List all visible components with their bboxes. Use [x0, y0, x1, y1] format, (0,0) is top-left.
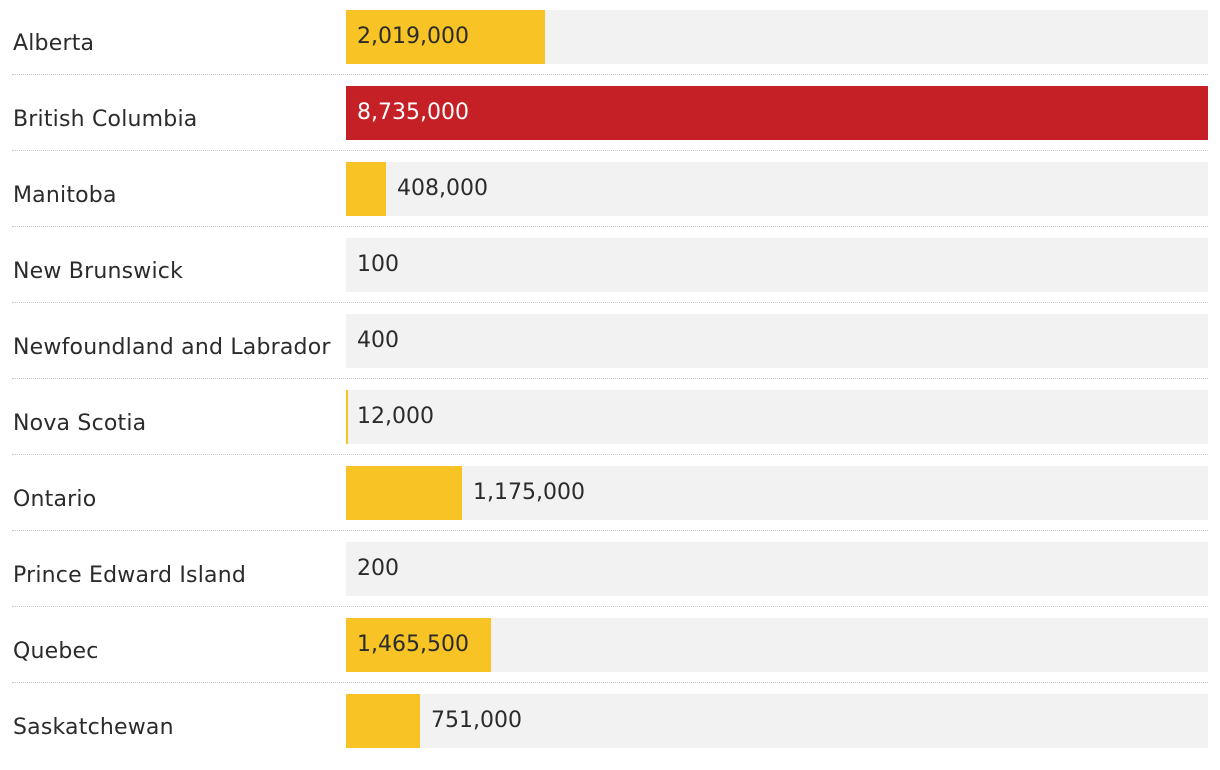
row-divider: [12, 74, 1208, 75]
bar-track: 408,000: [346, 162, 1208, 216]
row-divider: [12, 150, 1208, 151]
value-label: 100: [357, 252, 399, 277]
bar: [346, 618, 491, 672]
bar: [346, 390, 348, 444]
category-label: Newfoundland and Labrador: [13, 335, 331, 360]
bar-row: Prince Edward Island 200: [12, 542, 1208, 618]
bar-row: Nova Scotia 12,000: [12, 390, 1208, 466]
bar-row: Alberta 2,019,000: [12, 10, 1208, 86]
bar-track: 100: [346, 238, 1208, 292]
bar-track: 12,000: [346, 390, 1208, 444]
value-label: 751,000: [431, 708, 522, 733]
bar-track: 1,175,000: [346, 466, 1208, 520]
category-label: Manitoba: [13, 183, 117, 208]
row-divider: [12, 454, 1208, 455]
row-divider: [12, 378, 1208, 379]
bar-row: Newfoundland and Labrador 400: [12, 314, 1208, 390]
bar-row: British Columbia 8,735,000: [12, 86, 1208, 162]
bar-track: 400: [346, 314, 1208, 368]
category-label: Quebec: [13, 639, 99, 664]
category-label: Ontario: [13, 487, 97, 512]
bar: [346, 10, 545, 64]
value-label: 1,175,000: [473, 480, 585, 505]
value-label: 12,000: [357, 404, 434, 429]
bar-row: Saskatchewan 751,000: [12, 694, 1208, 770]
bar-row: Ontario 1,175,000: [12, 466, 1208, 542]
value-label: 400: [357, 328, 399, 353]
category-label: Prince Edward Island: [13, 563, 247, 588]
bar-row: New Brunswick 100: [12, 238, 1208, 314]
row-divider: [12, 302, 1208, 303]
value-label: 200: [357, 556, 399, 581]
value-label: 1,465,500: [357, 632, 469, 657]
row-divider: [12, 606, 1208, 607]
bar: [346, 694, 420, 748]
bar: [346, 86, 1208, 140]
row-divider: [12, 682, 1208, 683]
bar-track: 8,735,000: [346, 86, 1208, 140]
category-label: Nova Scotia: [13, 411, 147, 436]
category-label: Saskatchewan: [13, 715, 174, 740]
bar-track: 1,465,500: [346, 618, 1208, 672]
category-label: New Brunswick: [13, 259, 184, 284]
bar-track: 751,000: [346, 694, 1208, 748]
row-divider: [12, 530, 1208, 531]
category-label: Alberta: [13, 31, 95, 56]
bar: [346, 466, 462, 520]
value-label: 408,000: [397, 176, 488, 201]
bar-row: Manitoba 408,000: [12, 162, 1208, 238]
value-label: 8,735,000: [357, 100, 469, 125]
category-label: British Columbia: [13, 107, 198, 132]
row-divider: [12, 226, 1208, 227]
bar-track: 200: [346, 542, 1208, 596]
bar-track: 2,019,000: [346, 10, 1208, 64]
value-label: 2,019,000: [357, 24, 469, 49]
bar: [346, 162, 386, 216]
bar-row: Quebec 1,465,500: [12, 618, 1208, 694]
